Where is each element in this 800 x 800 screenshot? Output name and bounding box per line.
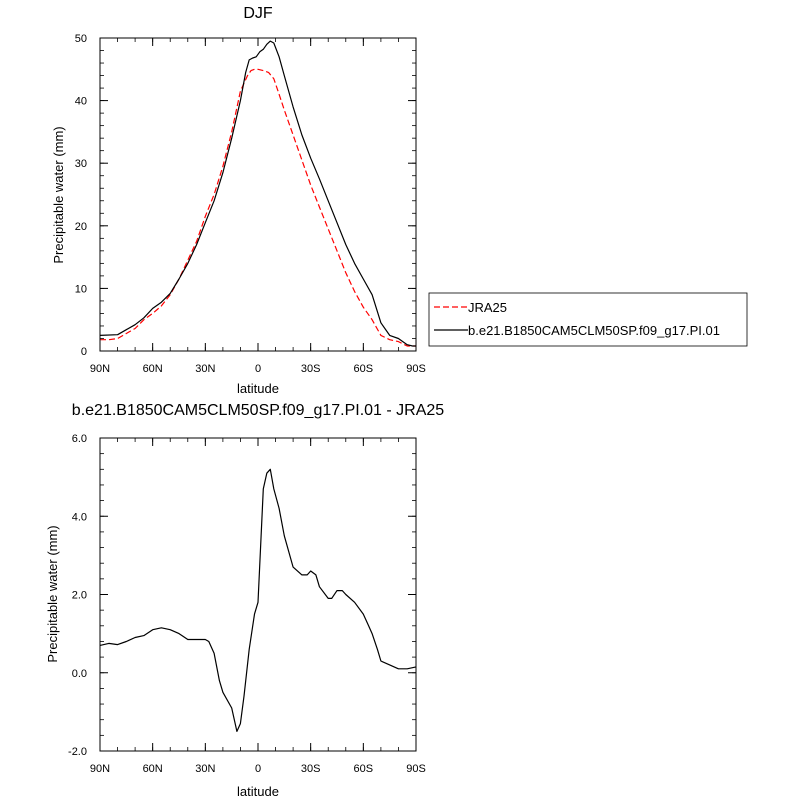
legend: JRA25 b.e21.B1850CAM5CLM50SP.f09_g17.PI.…: [428, 292, 748, 347]
bottom-y-axis: -2.0 0.0 2.0 4.0 6.0: [68, 433, 416, 758]
bottom-y-tick-label: 4.0: [72, 511, 87, 523]
bottom-x-tick-label: 60S: [354, 763, 374, 775]
bottom-x-tick-label: 90N: [90, 763, 110, 775]
top-x-tick-label: 90N: [90, 363, 110, 375]
panel-bottom: b.e21.B1850CAM5CLM50SP.f09_g17.PI.01 - J…: [45, 402, 444, 799]
top-plot-frame: [99, 37, 417, 352]
top-y-tick-label: 40: [75, 96, 87, 108]
top-x-tick-label: 60N: [143, 363, 163, 375]
bottom-x-tick-label: 90S: [406, 763, 426, 775]
bottom-x-tick-label: 0: [255, 763, 261, 775]
top-y-tick-label: 50: [75, 33, 87, 45]
top-y-tick-label: 30: [75, 158, 87, 170]
panel-top: DJF 0 10 20 30 40 50 90N 60N 30N 0 30S 60S 90S lati…: [51, 5, 426, 396]
bottom-title: b.e21.B1850CAM5CLM50SP.f09_g17.PI.01 - J…: [72, 402, 444, 419]
top-x-tick-label: 30S: [301, 363, 321, 375]
bottom-y-tick-label: 2.0: [72, 590, 87, 602]
bottom-series-group: [99, 468, 417, 733]
top-y-axis-label: Precipitable water (mm): [51, 126, 66, 263]
top-x-axis-label: latitude: [237, 381, 279, 396]
top-x-tick-label: 60S: [354, 363, 374, 375]
top-series-b-e21-b1850cam5clm50sp-f09-g17-pi-01: [99, 40, 416, 347]
bottom-y-axis-label: Precipitable water (mm): [45, 525, 60, 662]
top-series-group: [99, 40, 416, 347]
top-x-tick-label: 0: [255, 363, 261, 375]
top-y-axis: 0 10 20 30 40 50: [75, 33, 416, 358]
top-title: DJF: [243, 5, 273, 22]
legend-box: [428, 292, 748, 347]
bottom-x-axis: 90N 60N 30N 0 30S 60S 90S: [90, 438, 426, 775]
top-y-tick-label: 20: [75, 221, 87, 233]
bottom-x-tick-label: 60N: [143, 763, 163, 775]
bottom-x-tick-label: 30S: [301, 763, 321, 775]
bottom-y-tick-label: -2.0: [68, 746, 87, 758]
top-y-tick-label: 10: [75, 283, 87, 295]
bottom-x-tick-label: 30N: [195, 763, 215, 775]
top-x-axis: 90N 60N 30N 0 30S 60S 90S: [90, 38, 426, 375]
top-x-tick-label: 90S: [406, 363, 426, 375]
bottom-y-tick-label: 0.0: [72, 668, 87, 680]
legend-label-model: b.e21.B1850CAM5CLM50SP.f09_g17.PI.01: [468, 323, 720, 338]
top-y-tick-label: 0: [81, 346, 87, 358]
bottom-series-line-0: [99, 468, 417, 733]
legend-label-jra25: JRA25: [468, 300, 507, 315]
top-series-jra25: [100, 68, 416, 347]
top-x-tick-label: 30N: [195, 363, 215, 375]
bottom-y-tick-label: 6.0: [72, 433, 87, 445]
bottom-x-axis-label: latitude: [237, 784, 279, 799]
